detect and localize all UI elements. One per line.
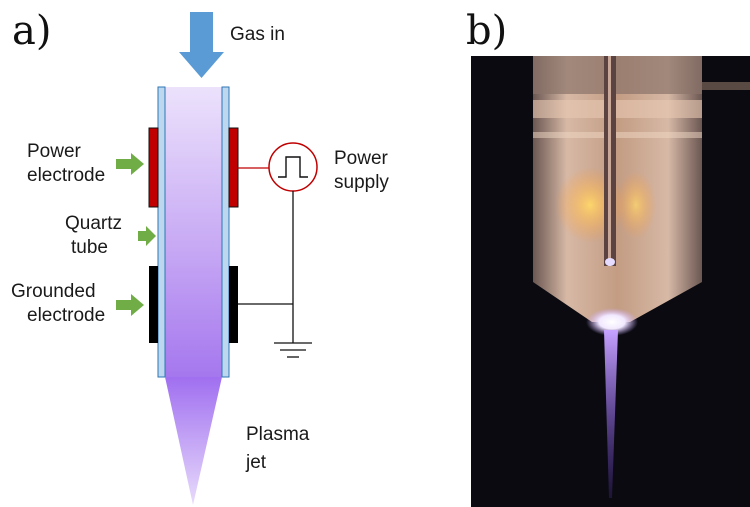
power-supply-symbol: [268, 142, 318, 192]
grounded-electrode-right: [229, 266, 238, 343]
quartz-tube-right-wall: [221, 86, 230, 378]
grounded-electrode-label: Grounded electrode: [11, 281, 105, 326]
tube-interior: [165, 87, 222, 377]
quartz-tube-left-wall: [157, 86, 166, 378]
panel-b: b): [466, 8, 750, 507]
power-supply-label: Power supply: [334, 148, 393, 193]
plasma-jet-photo: [471, 56, 750, 507]
gas-in-label: Gas in: [230, 24, 285, 45]
quartz-tube-label: Quartz tube: [65, 213, 127, 258]
power-electrode-left: [148, 127, 159, 208]
ground-symbol-icon: [274, 342, 312, 358]
gas-in-arrow: [179, 12, 224, 78]
plasma-jet-cone: [165, 377, 222, 505]
power-electrode-pointer-arrow: [116, 153, 144, 175]
plasma-jet-label: Plasma jet: [245, 424, 315, 473]
grounded-electrode-pointer-arrow: [116, 294, 144, 316]
panel-a-label: a): [12, 8, 51, 54]
panel-a: a) Gas in Power electrode Quartz tube: [11, 8, 393, 505]
power-electrode-label: Power electrode: [27, 141, 105, 186]
quartz-tube-pointer-arrow: [138, 226, 156, 246]
grounded-electrode-left: [149, 266, 158, 343]
pulse-waveform-icon: [278, 156, 308, 178]
panel-b-label: b): [466, 8, 507, 54]
power-electrode-right: [228, 127, 239, 208]
